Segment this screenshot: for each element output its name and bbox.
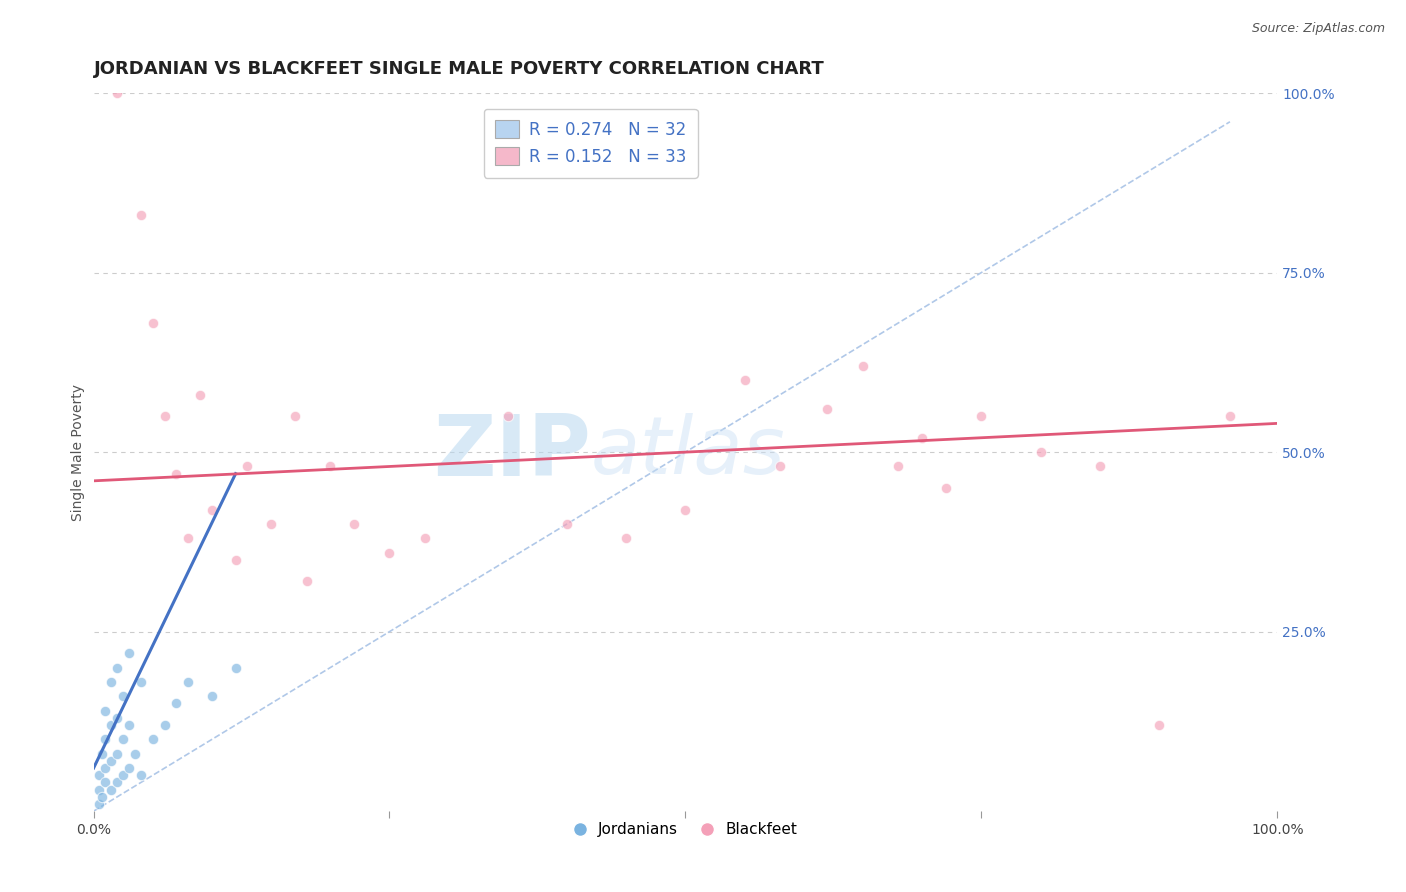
Point xyxy=(124,747,146,761)
Point xyxy=(769,459,792,474)
Point xyxy=(105,86,128,100)
Point xyxy=(201,690,224,704)
Point xyxy=(165,697,187,711)
Point xyxy=(129,208,152,222)
Point xyxy=(153,718,176,732)
Point xyxy=(105,747,128,761)
Point xyxy=(236,459,259,474)
Point xyxy=(90,747,112,761)
Point xyxy=(319,459,342,474)
Point xyxy=(89,782,111,797)
Point xyxy=(165,467,187,481)
Point xyxy=(118,761,141,775)
Point xyxy=(284,409,307,424)
Legend: Jordanians, Blackfeet: Jordanians, Blackfeet xyxy=(568,816,803,843)
Point xyxy=(260,516,283,531)
Point xyxy=(1147,718,1170,732)
Point xyxy=(94,704,117,718)
Point xyxy=(225,553,247,567)
Point xyxy=(129,674,152,689)
Point xyxy=(105,660,128,674)
Point xyxy=(177,674,200,689)
Point xyxy=(1029,445,1052,459)
Text: ZIP: ZIP xyxy=(433,410,591,493)
Point xyxy=(105,775,128,789)
Point xyxy=(118,718,141,732)
Point xyxy=(935,481,957,495)
Point xyxy=(295,574,318,589)
Point xyxy=(153,409,176,424)
Point xyxy=(188,387,211,401)
Point xyxy=(225,660,247,674)
Point xyxy=(100,718,122,732)
Point xyxy=(142,732,165,747)
Point xyxy=(734,373,756,387)
Point xyxy=(105,711,128,725)
Point xyxy=(817,402,839,417)
Point xyxy=(89,797,111,811)
Point xyxy=(1088,459,1111,474)
Point xyxy=(496,409,519,424)
Point xyxy=(94,775,117,789)
Point xyxy=(100,782,122,797)
Point xyxy=(90,789,112,804)
Point xyxy=(852,359,875,373)
Y-axis label: Single Male Poverty: Single Male Poverty xyxy=(72,384,86,521)
Point xyxy=(343,516,366,531)
Point xyxy=(112,732,135,747)
Point xyxy=(94,732,117,747)
Point xyxy=(911,431,934,445)
Point xyxy=(100,754,122,768)
Point xyxy=(118,646,141,660)
Point xyxy=(614,531,637,545)
Point xyxy=(378,546,401,560)
Point xyxy=(89,768,111,782)
Point xyxy=(112,768,135,782)
Text: JORDANIAN VS BLACKFEET SINGLE MALE POVERTY CORRELATION CHART: JORDANIAN VS BLACKFEET SINGLE MALE POVER… xyxy=(94,60,824,78)
Point xyxy=(177,531,200,545)
Point xyxy=(129,768,152,782)
Point xyxy=(555,516,578,531)
Point xyxy=(142,316,165,330)
Text: Source: ZipAtlas.com: Source: ZipAtlas.com xyxy=(1251,22,1385,36)
Point xyxy=(413,531,436,545)
Point xyxy=(970,409,993,424)
Point xyxy=(1219,409,1241,424)
Point xyxy=(887,459,910,474)
Point xyxy=(201,502,224,516)
Text: atlas: atlas xyxy=(591,413,786,491)
Point xyxy=(100,674,122,689)
Point xyxy=(112,690,135,704)
Point xyxy=(94,761,117,775)
Point xyxy=(673,502,696,516)
